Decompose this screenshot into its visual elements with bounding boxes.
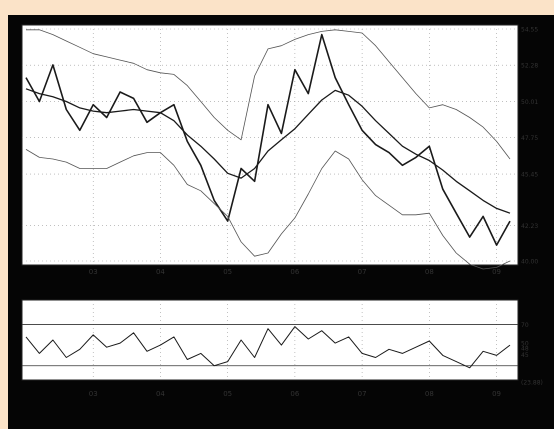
x-tick-label: 03 (89, 268, 98, 276)
moving-average-line (25, 88, 511, 214)
price-panel-background (21, 24, 519, 266)
y-tick-label: 48 (521, 346, 529, 353)
chart-svg: 03 04 05 06 07 08 09 40.00 42.23 45.45 47.75 50.01 5… (21, 24, 543, 398)
x-tick-label: 05 (223, 390, 232, 398)
y-tick-label: 50 (521, 341, 529, 348)
y-tick-label: 50.01 (521, 99, 538, 106)
y-tick-label: 45.45 (521, 172, 538, 179)
x-tick-label: 09 (492, 268, 501, 276)
rsi-panel-background (21, 299, 519, 381)
x-tick-label: 08 (425, 390, 434, 398)
chart-frame: 03 04 05 06 07 08 09 40.00 42.23 45.45 47.75 50.01 5… (8, 15, 554, 429)
x-tick-label: 08 (425, 268, 434, 276)
rsi-line (25, 326, 511, 369)
x-tick-label: 06 (290, 390, 299, 398)
x-tick-label: 04 (156, 390, 165, 398)
price-panel: 03 04 05 06 07 08 09 40.00 42.23 45.45 47.75 50.01 5… (21, 24, 538, 276)
y-tick-label: 52.28 (521, 63, 538, 70)
price-line (25, 33, 511, 246)
y-tick-label: 42.23 (521, 223, 538, 230)
y-tick-label: 54.55 (521, 27, 538, 34)
x-tick-label: 03 (89, 390, 98, 398)
y-tick-label: 40.00 (521, 259, 538, 266)
y-tick-label: 70 (521, 322, 529, 329)
lower-band-line (25, 149, 511, 270)
x-tick-label: 05 (223, 268, 232, 276)
y-tick-label: 47.75 (521, 135, 538, 142)
x-tick-label: 07 (358, 268, 367, 276)
x-tick-label: 07 (358, 390, 367, 398)
x-tick-label: 06 (290, 268, 299, 276)
x-tick-label: 04 (156, 268, 165, 276)
y-tick-label: 45 (521, 352, 529, 359)
x-tick-label: 09 (492, 390, 501, 398)
y-tick-label: (23.88) (521, 380, 543, 387)
upper-band-line (26, 29, 511, 160)
